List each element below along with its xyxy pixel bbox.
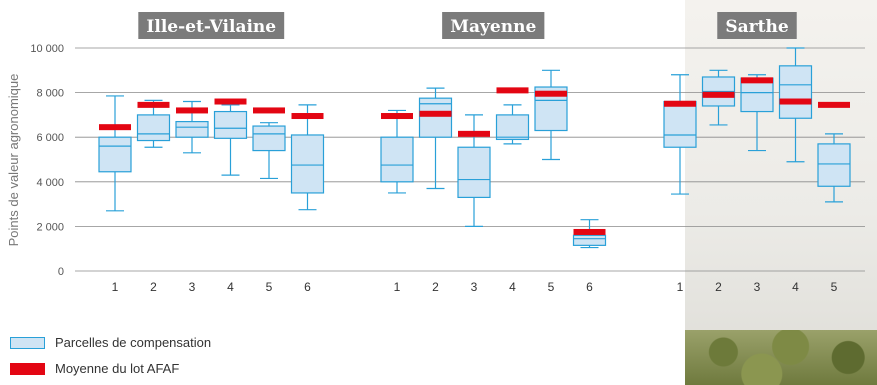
group-title: Mayenne (450, 17, 536, 37)
x-tick-label: 5 (548, 280, 555, 294)
iqr-box (98, 136, 132, 173)
mean-lot-bar (381, 113, 413, 120)
group-title-badge (717, 12, 797, 39)
iqr-box (572, 234, 607, 246)
y-tick-label: 0 (58, 266, 64, 278)
box-plot-item (495, 87, 530, 145)
group-title-badge (138, 12, 285, 39)
x-tick-label: 6 (586, 280, 593, 294)
legend-label-compensation: Parcelles de compensation (55, 335, 212, 350)
x-tick-label: 4 (792, 280, 799, 294)
mean-lot-bar (291, 113, 324, 120)
mean-lot-bar (253, 107, 285, 114)
x-tick-label: 4 (509, 280, 516, 294)
y-tick-label: 6 000 (36, 132, 64, 144)
mean-lot-bar (702, 91, 735, 98)
x-tick-label: 1 (112, 280, 119, 294)
x-tick-label: 6 (304, 280, 311, 294)
legend-swatch-box (10, 336, 45, 349)
x-tick-label: 2 (715, 280, 722, 294)
box-plot-item (740, 74, 774, 152)
y-tick-label: 4 000 (36, 177, 64, 189)
iqr-box (663, 100, 697, 148)
background-photo (685, 0, 877, 385)
mean-lot-bar (99, 124, 131, 131)
legend-label-mean: Moyenne du lot AFAF (55, 361, 180, 376)
x-tick-label: 3 (754, 280, 761, 294)
x-tick-label: 5 (266, 280, 273, 294)
y-tick-label: 8 000 (36, 88, 64, 100)
mean-lot-bar (214, 98, 247, 105)
y-tick-label: 2 000 (36, 221, 64, 233)
box-plot-item (98, 95, 132, 212)
box-plot-item (175, 100, 209, 154)
mean-lot-bar (573, 228, 606, 235)
iqr-box (740, 77, 774, 113)
box-plot-item (213, 98, 248, 176)
box-plot-item (817, 101, 851, 203)
mean-lot-bar (137, 101, 170, 108)
iqr-box (817, 143, 851, 187)
iqr-box (495, 114, 530, 141)
background-foliage (685, 330, 877, 385)
mean-lot-bar (664, 100, 696, 107)
legend-item-mean: Moyenne du lot AFAF (10, 361, 179, 376)
mean-lot-bar (419, 110, 452, 117)
iqr-box (380, 136, 414, 183)
mean-lot-bar (741, 77, 773, 84)
iqr-box (213, 110, 248, 139)
group-title: Sarthe (725, 17, 788, 37)
box-plot-item (380, 109, 414, 194)
x-tick-label: 3 (471, 280, 478, 294)
y-tick-label: 10 000 (30, 43, 64, 55)
iqr-box (136, 114, 171, 142)
legend-swatch-bar (10, 362, 45, 375)
x-tick-label: 2 (150, 280, 157, 294)
group-title-badge (442, 12, 545, 39)
iqr-box (457, 146, 491, 199)
mean-lot-bar (818, 101, 850, 108)
group-title: Ille-et-Vilaine (146, 17, 276, 37)
box-plot-item (457, 114, 491, 227)
y-axis-label: Points de valeur agronomique (6, 74, 21, 247)
box-plot-chart: 0 2 000 4 000 6 000 8 000 10 000 Ille-et-Vilai… (6, 12, 865, 294)
iqr-box (418, 97, 453, 138)
iqr-box (778, 65, 813, 119)
x-tick-label: 3 (189, 280, 196, 294)
iqr-box (252, 125, 286, 152)
x-tick-label: 2 (432, 280, 439, 294)
iqr-box (290, 134, 325, 194)
mean-lot-bar (176, 107, 208, 114)
x-tick-label: 1 (394, 280, 401, 294)
x-tick-label: 1 (677, 280, 684, 294)
mean-lot-bar (458, 130, 490, 137)
legend-item-compensation: Parcelles de compensation (10, 335, 211, 350)
box-plot-item (136, 99, 171, 148)
box-plot-item (701, 69, 736, 126)
box-plot-item (418, 87, 453, 190)
box-plot-item (534, 69, 568, 161)
box-plot-item (252, 107, 286, 180)
mean-lot-bar (535, 90, 567, 97)
box-plot-item (778, 47, 813, 163)
box-plot-item (572, 219, 607, 249)
iqr-box (175, 120, 209, 138)
box-plot-item (663, 74, 697, 195)
x-tick-label: 5 (831, 280, 838, 294)
mean-lot-bar (779, 98, 812, 105)
mean-lot-bar (496, 87, 529, 94)
x-tick-label: 4 (227, 280, 234, 294)
box-plot-item (290, 104, 325, 211)
